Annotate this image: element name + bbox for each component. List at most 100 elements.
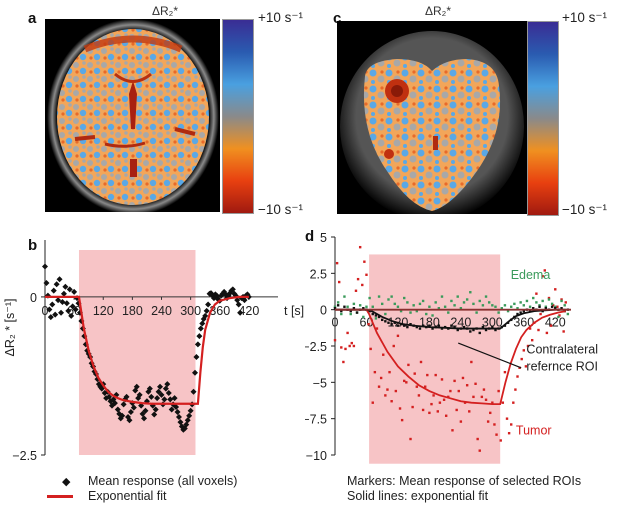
data-point xyxy=(71,288,78,295)
data-point xyxy=(394,389,398,393)
data-point xyxy=(494,328,497,332)
data-point xyxy=(381,302,384,306)
data-point xyxy=(46,306,53,313)
data-point xyxy=(447,311,450,314)
data-point xyxy=(457,389,460,393)
data-point xyxy=(127,409,134,415)
data-point xyxy=(551,304,555,307)
data-point xyxy=(393,302,396,306)
data-point xyxy=(506,309,510,313)
data-point xyxy=(419,360,423,364)
data-point xyxy=(514,388,517,391)
data-point xyxy=(421,408,425,412)
data-point xyxy=(369,347,372,351)
data-point xyxy=(550,302,554,306)
fit-line xyxy=(335,308,566,406)
y-tick-label: −7.5 xyxy=(305,413,327,427)
data-point xyxy=(486,420,490,423)
panel-a-ventricle xyxy=(129,81,137,129)
annotation-label: Tumor xyxy=(516,424,552,438)
data-point xyxy=(398,407,402,410)
data-point xyxy=(333,305,337,308)
data-point xyxy=(111,400,118,407)
data-point xyxy=(229,286,236,293)
data-point xyxy=(377,295,381,298)
data-point xyxy=(356,277,360,281)
data-point xyxy=(539,312,542,316)
data-point xyxy=(146,385,153,392)
x-tick-label: 120 xyxy=(93,304,114,318)
panel-a-colorbar-gradient xyxy=(223,20,253,213)
x-tick-label: 360 xyxy=(513,316,534,330)
data-point xyxy=(424,385,427,388)
annotation-label: Edema xyxy=(511,268,551,282)
data-point xyxy=(453,304,456,307)
data-point xyxy=(456,328,459,332)
data-point xyxy=(412,304,415,307)
data-point xyxy=(191,369,198,376)
data-point xyxy=(390,323,393,326)
panel-c-colorbar-min-label: −10 s⁻¹ xyxy=(562,202,608,217)
data-point xyxy=(136,391,143,398)
data-point xyxy=(346,331,349,335)
data-point xyxy=(171,395,178,402)
data-point xyxy=(396,324,400,327)
data-point xyxy=(557,315,560,319)
data-point xyxy=(335,261,339,265)
data-point xyxy=(524,365,528,368)
panel-c-vessel xyxy=(433,136,438,150)
data-point xyxy=(409,323,412,326)
data-point xyxy=(396,305,400,308)
data-point xyxy=(554,307,557,310)
data-point xyxy=(497,389,500,393)
data-point xyxy=(336,301,340,304)
data-point xyxy=(469,330,472,333)
y-tick-label: −5 xyxy=(313,376,327,390)
data-point xyxy=(415,309,419,313)
data-point xyxy=(494,305,497,308)
data-point xyxy=(373,370,377,374)
y-tick-label: −2.5 xyxy=(305,340,327,354)
data-point xyxy=(544,305,548,308)
panel-a-colorbar xyxy=(222,19,254,214)
data-point xyxy=(343,295,346,298)
data-point xyxy=(193,353,200,360)
data-point xyxy=(444,414,448,417)
data-point xyxy=(368,296,371,300)
data-point xyxy=(119,412,126,419)
data-point xyxy=(148,393,155,400)
x-tick-label: 300 xyxy=(482,316,503,330)
data-point xyxy=(474,382,477,385)
x-axis-label: t [s] xyxy=(284,304,304,318)
data-point xyxy=(69,303,76,310)
y-axis-label: ΔR₂ * [s⁻¹] xyxy=(3,299,17,357)
data-point xyxy=(381,318,384,322)
data-point xyxy=(235,301,242,308)
data-point xyxy=(181,425,188,432)
data-point xyxy=(348,344,351,348)
data-point xyxy=(541,299,544,303)
data-point xyxy=(43,280,50,286)
data-point xyxy=(470,360,473,364)
stimulus-window xyxy=(369,254,501,464)
x-tick-label: 360 xyxy=(209,304,230,318)
data-point xyxy=(450,324,453,327)
data-point xyxy=(462,325,466,329)
data-point xyxy=(461,376,465,380)
data-point xyxy=(196,333,203,340)
data-point xyxy=(213,292,220,299)
data-point xyxy=(436,410,439,413)
data-point xyxy=(390,400,393,403)
data-point xyxy=(417,394,421,397)
data-point xyxy=(158,391,165,398)
panel-a-colorbar-min-label: −10 s⁻¹ xyxy=(258,202,304,217)
data-point xyxy=(387,321,390,324)
data-point xyxy=(453,379,456,383)
data-point xyxy=(491,304,494,307)
legend-item-mean-response: Mean response (all voxels) xyxy=(88,474,238,488)
panel-d-letter: d xyxy=(305,228,315,245)
data-point xyxy=(530,338,534,342)
panel-c-colorbar-gradient xyxy=(528,22,558,215)
data-point xyxy=(52,311,59,318)
legend-item-exponential-fit: Exponential fit xyxy=(88,489,167,503)
